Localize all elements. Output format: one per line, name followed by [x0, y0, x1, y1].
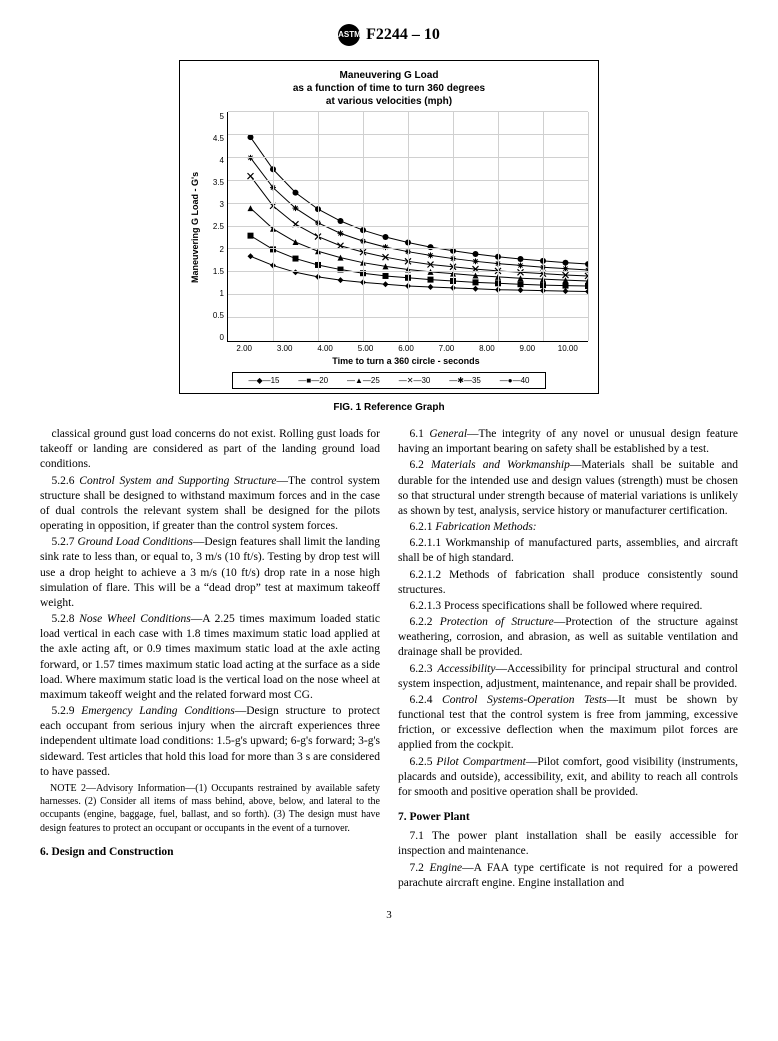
para-621: 6.2.1 Fabrication Methods:: [398, 520, 738, 535]
chart-legend: —◆—15—■—20—▲—25—✕—30—✱—35—●—40: [232, 372, 546, 389]
standard-number: F2244 – 10: [366, 26, 440, 44]
chart-title-line-3: at various velocities (mph): [190, 95, 588, 108]
reference-chart: Maneuvering G Load as a function of time…: [179, 60, 599, 394]
para-623: 6.2.3 Accessibility—Accessibility for pr…: [398, 662, 738, 692]
para-526: 5.2.6 Control System and Supporting Stru…: [40, 474, 380, 535]
para-6213: 6.2.1.3 Process specifications shall be …: [398, 599, 738, 614]
para-622: 6.2.2 Protection of Structure—Protection…: [398, 615, 738, 661]
figure-caption: FIG. 1 Reference Graph: [40, 402, 738, 413]
chart-xaxis: 2.003.004.005.006.007.008.009.0010.00: [224, 344, 588, 353]
chart-plot-area: [227, 112, 588, 342]
para-61: 6.1 General—The integrity of any novel o…: [398, 427, 738, 457]
para-527: 5.2.7 Ground Load Conditions—Design feat…: [40, 535, 380, 611]
para-624: 6.2.4 Control Systems-Operation Tests—It…: [398, 693, 738, 754]
para-classical: classical ground gust load concerns do n…: [40, 427, 380, 473]
chart-xlabel: Time to turn a 360 circle - seconds: [224, 356, 588, 366]
section-6-head: 6. Design and Construction: [40, 845, 380, 860]
para-528: 5.2.8 Nose Wheel Conditions—A 2.25 times…: [40, 612, 380, 703]
para-62: 6.2 Materials and Workmanship—Materials …: [398, 458, 738, 519]
section-7-head: 7. Power Plant: [398, 810, 738, 825]
chart-title-line-2: as a function of time to turn 360 degree…: [190, 82, 588, 95]
para-529: 5.2.9 Emergency Landing Conditions—Desig…: [40, 704, 380, 780]
para-6211: 6.2.1.1 Workmanship of manufactured part…: [398, 536, 738, 566]
chart-title: Maneuvering G Load as a function of time…: [190, 69, 588, 108]
note-2: NOTE 2—Advisory Information—(1) Occupant…: [40, 782, 380, 835]
chart-yaxis: 54.543.532.521.510.50: [204, 112, 227, 342]
para-6212: 6.2.1.2 Methods of fabrication shall pro…: [398, 568, 738, 598]
astm-logo-icon: ASTM: [338, 24, 360, 46]
para-71: 7.1 The power plant installation shall b…: [398, 829, 738, 859]
chart-title-line-1: Maneuvering G Load: [190, 69, 588, 82]
para-72: 7.2 Engine—A FAA type certificate is not…: [398, 861, 738, 891]
para-625: 6.2.5 Pilot Compartment—Pilot comfort, g…: [398, 755, 738, 801]
chart-ylabel: Maneuvering G Load - G's: [190, 112, 204, 342]
page-number: 3: [40, 909, 738, 921]
body-columns: classical ground gust load concerns do n…: [40, 427, 738, 891]
page-header: ASTM F2244 – 10: [40, 24, 738, 46]
